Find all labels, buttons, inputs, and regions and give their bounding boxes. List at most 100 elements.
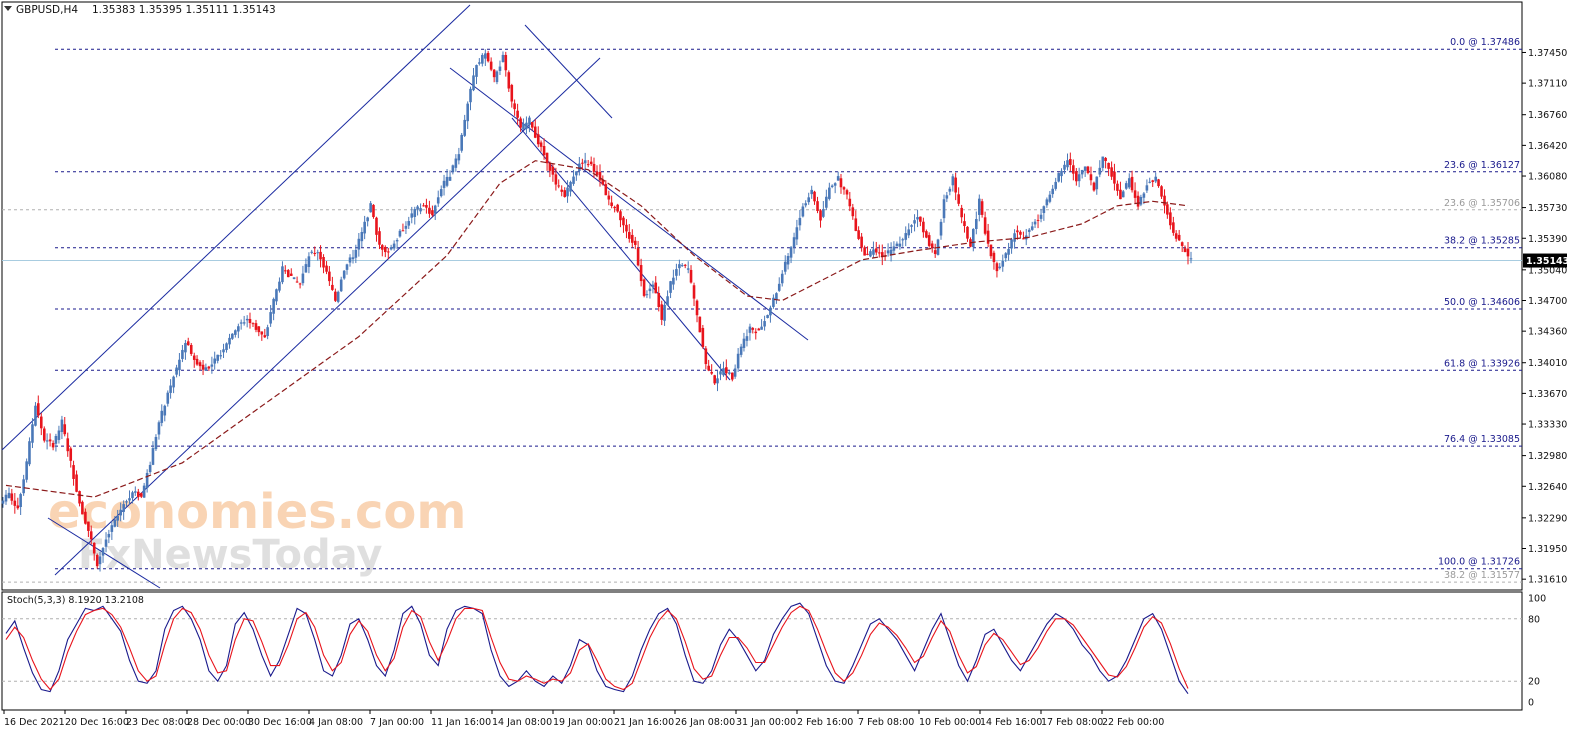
candle-body xyxy=(54,435,58,444)
candle-body xyxy=(922,221,925,233)
candle-body xyxy=(119,509,122,516)
candle-body xyxy=(910,225,913,227)
candle-body xyxy=(769,307,772,316)
candle-body xyxy=(239,322,243,324)
candle-body xyxy=(1133,190,1137,198)
candle-body xyxy=(92,542,96,554)
candle-body xyxy=(348,257,352,263)
candle-body xyxy=(777,283,781,291)
fib-level-label: 76.4 @ 1.33085 xyxy=(1444,434,1520,445)
candle-body xyxy=(557,185,561,187)
candle-body xyxy=(789,247,793,258)
candle-body xyxy=(492,69,496,78)
candle-body xyxy=(481,54,484,64)
channel-line xyxy=(449,67,809,341)
candle-body xyxy=(848,198,852,207)
candle-body xyxy=(863,247,866,256)
candle-body xyxy=(1119,189,1122,200)
candle-body xyxy=(448,176,452,181)
candle-body xyxy=(1180,242,1184,246)
time-axis-label: 2 Feb 16:00 xyxy=(797,717,853,728)
candle-body xyxy=(1013,233,1016,242)
candle-body xyxy=(601,179,605,185)
candle-body xyxy=(860,236,863,248)
channel-line xyxy=(1,4,471,451)
candle-body xyxy=(1001,261,1005,267)
time-axis-label: 14 Jan 08:00 xyxy=(492,717,552,728)
candle-body xyxy=(766,315,769,318)
candle-body xyxy=(439,189,443,197)
candle-body xyxy=(663,304,666,321)
candle-body xyxy=(1016,230,1019,233)
candle-body xyxy=(169,385,172,393)
candle-body xyxy=(804,203,808,206)
candle-body xyxy=(225,343,228,351)
candle-body xyxy=(1110,167,1113,177)
candle-body xyxy=(733,368,737,377)
candle-body xyxy=(895,243,899,247)
candle-body xyxy=(198,362,202,367)
candle-body xyxy=(436,197,440,204)
candle-body xyxy=(310,251,314,253)
candle-body xyxy=(839,178,843,188)
candle-body xyxy=(942,199,946,219)
candle-body xyxy=(775,293,778,300)
candle-body xyxy=(1083,166,1087,171)
candle-body xyxy=(1136,195,1140,207)
candle-body xyxy=(995,263,999,272)
time-axis-label: 26 Jan 08:00 xyxy=(675,717,735,728)
candle-body xyxy=(578,163,581,171)
candle-body xyxy=(639,265,643,282)
candle-body xyxy=(680,265,684,267)
candle-body xyxy=(563,190,567,197)
candle-body xyxy=(583,160,587,164)
fib-level-label: 0.0 @ 1.37486 xyxy=(1450,37,1520,48)
candle-body xyxy=(204,367,208,371)
candle-body xyxy=(851,207,855,217)
time-axis-label: 7 Feb 08:00 xyxy=(858,717,914,728)
price-axis-tick-label: 1.32290 xyxy=(1528,513,1567,524)
time-axis-label: 14 Feb 16:00 xyxy=(980,717,1042,728)
candle-body xyxy=(1063,164,1066,170)
price-axis-tick-label: 1.35390 xyxy=(1528,234,1567,245)
price-axis-tick-label: 1.36420 xyxy=(1528,141,1567,152)
candle-body xyxy=(98,556,102,565)
candle-body xyxy=(892,246,896,251)
candle-body xyxy=(1080,169,1084,175)
candle-body xyxy=(819,210,822,221)
candle-body xyxy=(1142,193,1146,198)
candle-body xyxy=(131,492,134,499)
candle-body xyxy=(595,171,599,175)
candle-body xyxy=(1113,171,1116,184)
candle-body xyxy=(792,237,796,248)
candle-body xyxy=(560,189,564,192)
candle-body xyxy=(334,291,337,301)
candle-body xyxy=(137,491,140,498)
time-axis-label: 7 Jan 00:00 xyxy=(370,717,424,728)
candle-body xyxy=(763,321,766,327)
candle-body xyxy=(651,284,655,288)
watermark-line2: FxNewsToday xyxy=(78,532,382,578)
candle-body xyxy=(392,243,396,249)
candle-body xyxy=(748,326,752,333)
candle-body xyxy=(336,291,340,302)
candle-body xyxy=(222,349,225,353)
candle-body xyxy=(1166,204,1169,215)
candle-body xyxy=(1098,167,1102,175)
candle-body xyxy=(966,226,969,239)
candle-body xyxy=(375,217,378,235)
candle-body xyxy=(328,271,331,282)
candle-body xyxy=(971,228,975,248)
candle-body xyxy=(292,277,296,280)
axes: 1.37450 1.37110 1.36760 1.36420 1.36080 1.357… xyxy=(3,48,1569,728)
candle-body xyxy=(825,196,828,208)
candle-body xyxy=(216,354,220,361)
candle-body xyxy=(125,501,128,503)
time-axis-label: 17 Feb 08:00 xyxy=(1041,717,1103,728)
candle-body xyxy=(692,285,696,299)
stoch-series-signal xyxy=(5,605,1189,691)
candle-body xyxy=(104,539,108,547)
candle-body xyxy=(107,533,111,538)
candle-body xyxy=(974,219,978,229)
candle-body xyxy=(389,247,393,250)
